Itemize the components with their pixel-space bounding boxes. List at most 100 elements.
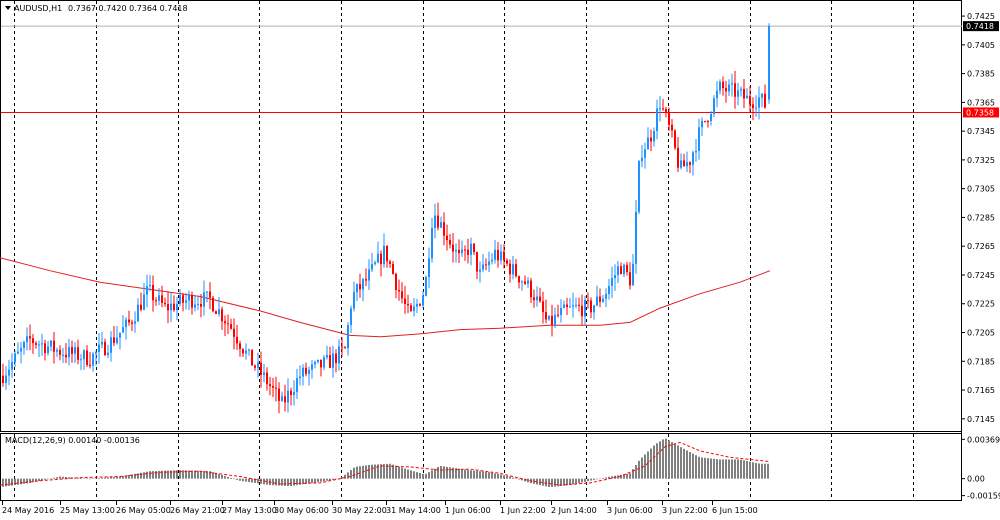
candle-bear <box>458 249 460 254</box>
macd-bar <box>683 448 685 479</box>
macd-bar <box>449 467 451 479</box>
macd-bar <box>98 478 100 479</box>
candle-bull <box>41 343 43 345</box>
candle-bear <box>509 263 511 275</box>
candle-bull <box>149 284 151 286</box>
candle-bull <box>374 262 376 265</box>
macd-bar <box>389 463 391 479</box>
macd-bar <box>209 471 211 479</box>
candle-bear <box>665 108 667 113</box>
macd-bar <box>686 450 688 479</box>
candle-bull <box>101 341 103 345</box>
time-tick-label: 3 Jun 06:00 <box>607 506 653 515</box>
time-tick-label: 31 May 14:00 <box>386 506 441 515</box>
macd-bar <box>695 455 697 479</box>
macd-bar <box>692 453 694 479</box>
macd-bar <box>455 468 457 479</box>
macd-bar <box>251 478 253 483</box>
macd-bar <box>134 473 136 479</box>
macd-bar <box>704 457 706 479</box>
macd-bar <box>41 478 43 481</box>
time-tick-label: 24 May 2016 <box>2 506 54 515</box>
candle-bull <box>38 344 40 346</box>
macd-bar <box>266 478 268 485</box>
candle-bear <box>329 354 331 368</box>
macd-bar <box>641 457 643 479</box>
candle-bear <box>35 343 37 345</box>
candle-bear <box>386 245 388 262</box>
price-tick-label: 0.7165 <box>967 386 995 395</box>
macd-bar <box>167 470 169 479</box>
candle-bull <box>740 88 742 91</box>
macd-bar <box>398 466 400 479</box>
level-price-label: 0.7358 <box>966 108 994 117</box>
macd-bar <box>257 478 259 484</box>
candle-bear <box>395 273 397 291</box>
candle-bull <box>482 264 484 270</box>
candle-bull <box>617 266 619 276</box>
macd-bar <box>62 476 64 479</box>
candle-bear <box>587 299 589 301</box>
candle-bull <box>491 259 493 262</box>
candle-bear <box>626 264 628 273</box>
candle-bear <box>722 81 724 89</box>
macd-tick-label: 0.00369 <box>967 435 1000 444</box>
candle-bull <box>455 249 457 252</box>
macd-bar <box>170 470 172 479</box>
price-tick-label: 0.7245 <box>967 271 995 280</box>
candle-bear <box>551 315 553 325</box>
candle-bear <box>284 396 286 403</box>
macd-bar <box>749 461 751 479</box>
time-tick-label: 27 May 13:00 <box>222 506 277 515</box>
macd-bar <box>608 476 610 479</box>
macd-bar <box>248 478 250 483</box>
time-tick-label: 3 Jun 22:00 <box>662 506 708 515</box>
candle-bear <box>53 340 55 352</box>
macd-bar <box>743 460 745 479</box>
candle-bull <box>434 215 436 228</box>
macd-bar <box>428 472 430 479</box>
candle-bull <box>188 295 190 301</box>
macd-bar <box>563 478 565 486</box>
macd-bar <box>731 459 733 479</box>
macd-bar <box>206 471 208 479</box>
candle-bear <box>278 388 280 401</box>
candle-bear <box>566 304 568 308</box>
triangle-down-icon[interactable] <box>5 6 11 10</box>
price-tick-label: 0.7285 <box>967 213 995 222</box>
macd-bar <box>296 478 298 486</box>
candle-bear <box>221 309 223 322</box>
macd-bar <box>710 458 712 479</box>
macd-bar <box>77 477 79 479</box>
macd-bar <box>287 478 289 487</box>
macd-bar <box>302 478 304 485</box>
macd-bar <box>86 478 88 479</box>
candle-bull <box>218 309 220 314</box>
macd-bar <box>122 476 124 479</box>
macd-bar <box>347 472 349 479</box>
macd-bar <box>131 474 133 479</box>
candle-bull <box>605 294 607 299</box>
candle-bull <box>197 303 199 305</box>
macd-bar <box>416 472 418 479</box>
macd-bar <box>146 471 148 479</box>
macd-bar <box>764 463 766 479</box>
candle-bear <box>764 93 766 108</box>
macd-bar <box>386 463 388 479</box>
candle-bull <box>26 336 28 343</box>
macd-signal-line <box>0 441 771 486</box>
candle-bull <box>746 95 748 99</box>
candle-bear <box>578 304 580 306</box>
candle-bull <box>23 342 25 349</box>
candle-bear <box>260 362 262 375</box>
macd-bar <box>182 470 184 479</box>
candle-bull <box>347 325 349 349</box>
macd-bar <box>674 443 676 479</box>
macd-bar <box>329 478 331 481</box>
macd-bar <box>707 458 709 479</box>
macd-bar <box>137 473 139 479</box>
candle-bull <box>653 131 655 142</box>
candle-bull <box>494 249 496 260</box>
candle-bull <box>563 304 565 309</box>
candle-bull <box>431 227 433 259</box>
